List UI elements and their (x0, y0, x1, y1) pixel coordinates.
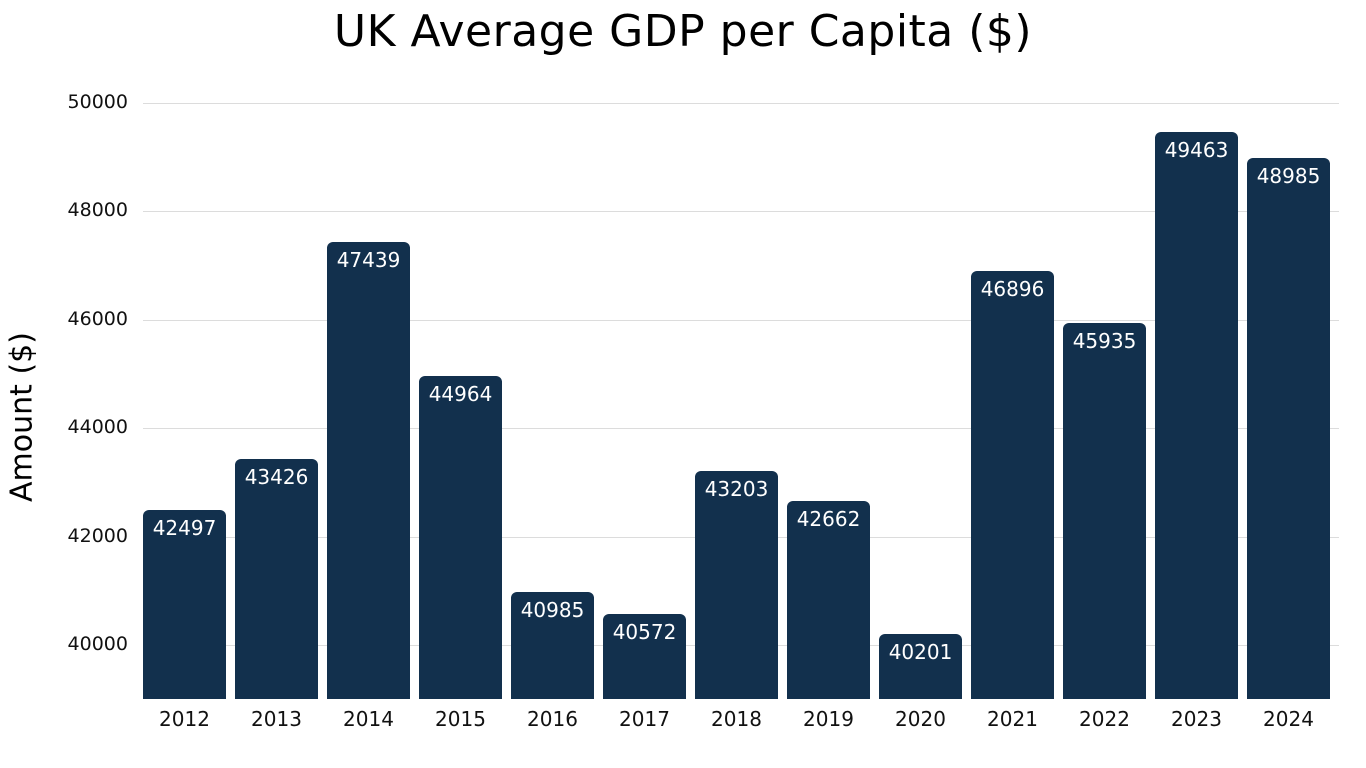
bar-value-label: 45935 (1072, 329, 1137, 353)
gridline (143, 428, 1339, 429)
x-tick-label: 2019 (803, 707, 854, 731)
bar-value-label: 43203 (704, 477, 769, 501)
y-tick-label: 44000 (67, 416, 128, 438)
bar: 42662 (787, 501, 870, 699)
x-tick-label: 2024 (1263, 707, 1314, 731)
gridline (143, 103, 1339, 104)
bar: 40201 (879, 634, 962, 699)
bar-value-label: 46896 (980, 277, 1045, 301)
bar: 49463 (1155, 132, 1238, 699)
x-tick-label: 2018 (711, 707, 762, 731)
y-tick-label: 40000 (67, 633, 128, 655)
bar: 48985 (1247, 158, 1330, 699)
bar: 44964 (419, 376, 502, 699)
bar: 43203 (695, 471, 778, 699)
bar: 43426 (235, 459, 318, 699)
bar: 47439 (327, 242, 410, 699)
bar: 46896 (971, 271, 1054, 699)
bar-value-label: 40985 (520, 598, 585, 622)
x-tick-label: 2017 (619, 707, 670, 731)
bar-value-label: 49463 (1164, 138, 1229, 162)
y-tick-label: 42000 (67, 525, 128, 547)
bar: 42497 (143, 510, 226, 699)
bar-value-label: 40572 (612, 620, 677, 644)
bar-value-label: 42662 (796, 507, 861, 531)
bar: 40985 (511, 592, 594, 699)
x-tick-label: 2012 (159, 707, 210, 731)
chart-title: UK Average GDP per Capita ($) (333, 6, 1033, 57)
bar-value-label: 44964 (428, 382, 493, 406)
y-tick-label: 46000 (67, 308, 128, 330)
plot-area: 42497 2012 43426 2013 47439 2014 44964 2015 4098… (143, 0, 1339, 768)
x-tick-label: 2022 (1079, 707, 1130, 731)
y-tick-label: 50000 (67, 91, 128, 113)
x-tick-label: 2015 (435, 707, 486, 731)
bar-value-label: 48985 (1256, 164, 1321, 188)
x-tick-label: 2013 (251, 707, 302, 731)
x-tick-label: 2021 (987, 707, 1038, 731)
bar: 40572 (603, 614, 686, 699)
bar-value-label: 42497 (152, 516, 217, 540)
gridline (143, 211, 1339, 212)
y-tick-label: 48000 (67, 199, 128, 221)
bar-value-label: 43426 (244, 465, 309, 489)
bar-value-label: 40201 (888, 640, 953, 664)
bar-value-label: 47439 (336, 248, 401, 272)
x-tick-label: 2023 (1171, 707, 1222, 731)
x-tick-label: 2020 (895, 707, 946, 731)
x-tick-label: 2016 (527, 707, 578, 731)
x-tick-label: 2014 (343, 707, 394, 731)
bar: 45935 (1063, 323, 1146, 699)
gridline (143, 320, 1339, 321)
